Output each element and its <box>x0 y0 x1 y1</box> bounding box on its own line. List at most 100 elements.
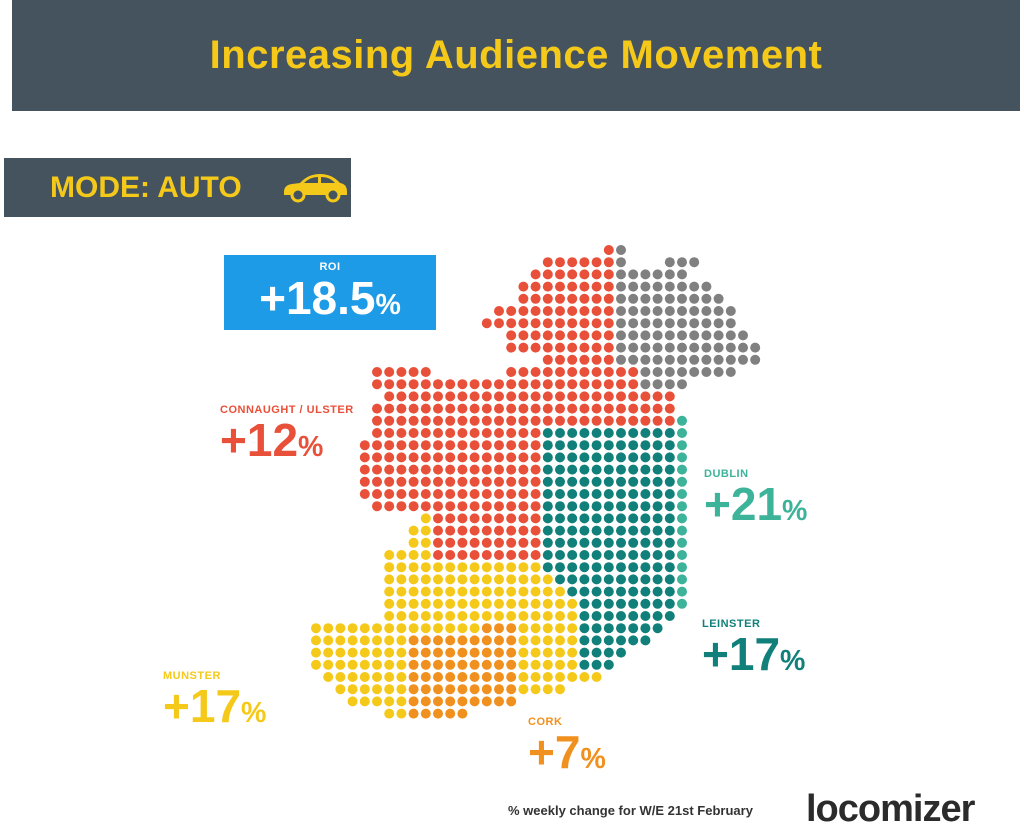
map-dot-leinster <box>616 611 626 621</box>
map-dot-connaught-ulster <box>384 452 395 463</box>
map-dot-munster <box>494 574 504 585</box>
map-dot-munster <box>445 623 456 634</box>
map-dot-connaught-ulster <box>506 367 517 377</box>
map-dot-connaught-ulster <box>384 403 395 414</box>
map-dot-connaught-ulster <box>433 403 443 414</box>
map-dot-munster <box>542 598 553 609</box>
map-dot-connaught-ulster <box>542 269 553 280</box>
map-dot-cork <box>469 635 480 646</box>
map-dot-leinster <box>555 525 565 536</box>
map-dot-connaught-ulster <box>372 367 382 377</box>
map-dot-connaught-ulster <box>530 281 541 292</box>
map-dot-northern-ireland <box>677 318 687 329</box>
map-dot-northern-ireland <box>701 306 712 316</box>
map-dot-munster <box>469 611 480 621</box>
map-dot-connaught-ulster <box>494 452 504 463</box>
map-dot-connaught-ulster <box>506 415 517 426</box>
map-dot-connaught-ulster <box>542 379 553 390</box>
map-dot-connaught-ulster <box>530 513 541 524</box>
map-dot-connaught-ulster <box>542 391 553 402</box>
map-dot-northern-ireland <box>664 342 675 353</box>
map-dot-leinster <box>579 464 590 475</box>
map-dot-connaught-ulster <box>408 464 419 475</box>
map-dot-leinster <box>652 611 663 621</box>
map-dot-connaught-ulster <box>433 513 443 524</box>
map-dot-connaught-ulster <box>494 403 504 414</box>
map-dot-munster <box>347 623 358 634</box>
map-dot-connaught-ulster <box>372 452 382 463</box>
map-dot-cork <box>420 659 431 670</box>
map-dot-munster <box>457 562 468 573</box>
map-dot-munster <box>384 708 395 719</box>
map-dot-connaught-ulster <box>591 293 602 304</box>
map-dot-leinster <box>591 647 602 658</box>
map-dot-connaught-ulster <box>433 391 443 402</box>
map-dot-connaught-ulster <box>616 415 626 426</box>
map-dot-connaught-ulster <box>420 464 431 475</box>
map-dot-northern-ireland <box>738 354 748 365</box>
map-dot-munster <box>542 672 553 682</box>
map-dot-connaught-ulster <box>445 513 456 524</box>
map-dot-munster <box>555 647 565 658</box>
map-dot-connaught-ulster <box>506 403 517 414</box>
map-dot-connaught-ulster <box>567 330 578 341</box>
map-dot-leinster <box>603 476 614 487</box>
map-dot-connaught-ulster <box>530 403 541 414</box>
map-dot-leinster <box>591 574 602 585</box>
map-dot-northern-ireland <box>652 354 663 365</box>
map-dot-connaught-ulster <box>433 525 443 536</box>
map-dot-munster <box>335 684 346 695</box>
map-dot-cork <box>408 635 419 646</box>
map-dot-leinster <box>555 513 565 524</box>
map-dot-cork <box>408 696 419 707</box>
map-dot-munster <box>530 562 541 573</box>
map-dot-leinster <box>664 586 675 597</box>
map-dot-cork <box>433 672 443 682</box>
map-dot-leinster <box>603 489 614 499</box>
map-dot-leinster <box>640 635 651 646</box>
map-dot-northern-ireland <box>725 306 736 316</box>
map-dot-connaught-ulster <box>420 391 431 402</box>
map-dot-leinster <box>652 623 663 634</box>
map-dot-connaught-ulster <box>567 257 578 268</box>
map-dot-leinster <box>603 586 614 597</box>
map-dot-leinster <box>616 550 626 560</box>
map-dot-munster <box>384 598 395 609</box>
map-dot-munster <box>494 586 504 597</box>
map-dot-munster <box>347 696 358 707</box>
map-dot-leinster <box>579 537 590 548</box>
map-dot-connaught-ulster <box>555 269 565 280</box>
map-dot-munster <box>335 623 346 634</box>
map-dot-connaught-ulster <box>506 318 517 329</box>
map-dot-connaught-ulster <box>384 379 395 390</box>
map-dot-munster <box>506 574 517 585</box>
map-dot-connaught-ulster <box>591 367 602 377</box>
map-dot-northern-ireland <box>628 342 639 353</box>
map-dot-northern-ireland <box>640 306 651 316</box>
map-dot-connaught-ulster <box>542 281 553 292</box>
map-dot-leinster <box>652 586 663 597</box>
map-dot-munster <box>347 659 358 670</box>
map-dot-munster <box>506 562 517 573</box>
map-dot-leinster <box>628 525 639 536</box>
map-dot-dublin <box>677 415 687 426</box>
map-dot-connaught-ulster <box>579 342 590 353</box>
map-dot-munster <box>408 574 419 585</box>
map-dot-northern-ireland <box>677 269 687 280</box>
map-dot-connaught-ulster <box>396 415 407 426</box>
locomizer-logo: locomizer <box>806 788 975 830</box>
map-dot-connaught-ulster <box>481 318 492 329</box>
map-dot-cork <box>420 647 431 658</box>
map-dot-connaught-ulster <box>481 464 492 475</box>
map-dot-connaught-ulster <box>469 489 480 499</box>
map-dot-leinster <box>579 562 590 573</box>
map-dot-connaught-ulster <box>408 489 419 499</box>
map-dot-connaught-ulster <box>555 354 565 365</box>
map-dot-connaught-ulster <box>603 318 614 329</box>
map-dot-northern-ireland <box>750 342 761 353</box>
map-dot-connaught-ulster <box>506 428 517 438</box>
map-dot-munster <box>408 562 419 573</box>
map-dot-northern-ireland <box>689 257 700 268</box>
map-dot-munster <box>530 635 541 646</box>
map-dot-leinster <box>591 659 602 670</box>
